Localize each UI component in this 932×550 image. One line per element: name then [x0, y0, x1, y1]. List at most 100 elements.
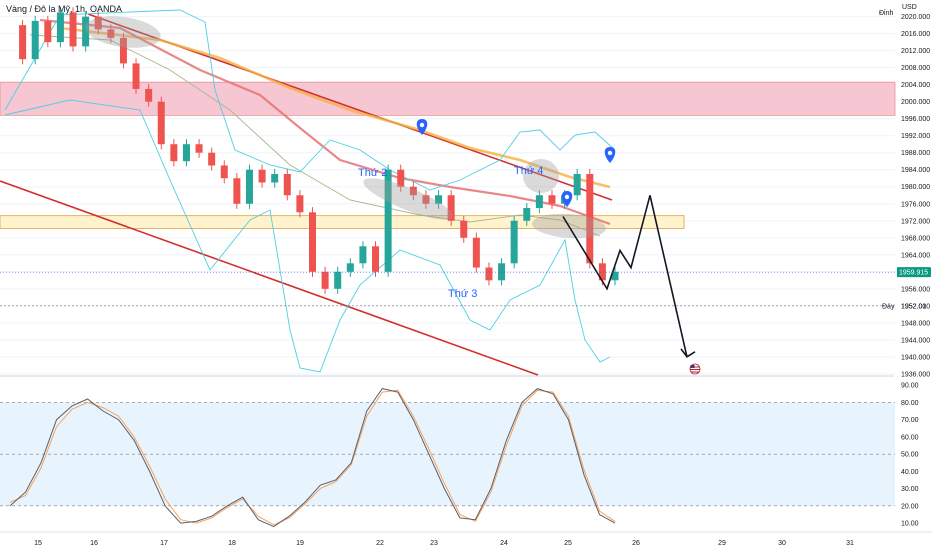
price-tick-label: 1952.000: [901, 303, 930, 310]
last-price-value: 1959.915: [899, 270, 928, 277]
price-tick-label: 1988.000: [901, 150, 930, 157]
candle: [611, 271, 619, 281]
price-tick-label: 2012.000: [901, 48, 930, 55]
channel-lower-line: [0, 180, 539, 376]
price-tick-label: 1984.000: [901, 167, 930, 174]
indicator-overlays: [0, 9, 616, 376]
oscillator-tick-label: 10.00: [901, 521, 919, 528]
map-pin-markers: [416, 119, 616, 207]
moving-average-50: [29, 34, 601, 237]
oscillator-tick-label: 70.00: [901, 417, 919, 424]
candle: [535, 195, 543, 209]
highlight-ellipse: [85, 16, 161, 48]
candle: [195, 144, 203, 153]
price-tick-label: 2020.000: [901, 14, 930, 21]
price-tick-label: 1992.000: [901, 133, 930, 140]
candle: [472, 237, 480, 268]
arrow-head-icon: [680, 348, 696, 358]
candles: [19, 7, 619, 294]
price-axis[interactable]: 2020.000 2016.000 2012.000 2008.000 2004.000…: [901, 14, 930, 378]
projected-path: [562, 195, 688, 358]
candle: [44, 20, 52, 43]
candle: [258, 169, 266, 183]
candle: [409, 186, 417, 196]
candle: [346, 263, 354, 272]
day-low-value: 1952.01: [901, 303, 926, 310]
candle: [145, 88, 153, 102]
oscillator-tick-label: 20.00: [901, 503, 919, 510]
candle: [19, 25, 27, 60]
price-tick-label: 1936.000: [901, 371, 930, 378]
oscillator-tick-label: 40.00: [901, 469, 919, 476]
candle: [157, 101, 165, 145]
map-pin-dot: [419, 122, 425, 128]
annotation-thu-4: Thứ 4: [514, 165, 543, 177]
candle: [296, 195, 304, 213]
candle: [132, 63, 140, 89]
candle: [82, 16, 90, 47]
oscillator-tick-label: 80.00: [901, 400, 919, 407]
highlight-ellipse: [523, 159, 559, 193]
time-tick-label: 19: [296, 540, 304, 547]
highlight-ellipse: [363, 178, 453, 220]
price-tick-label: 2016.000: [901, 31, 930, 38]
candle: [283, 173, 291, 196]
candle: [397, 169, 405, 187]
bollinger-lower-band: [4, 99, 611, 373]
oscillator-tick-label: 90.00: [901, 383, 919, 390]
price-tick-label: 1940.000: [901, 354, 930, 361]
candle: [334, 271, 342, 289]
moving-average-100: [39, 18, 611, 226]
candle: [598, 263, 606, 281]
price-tick-label: 1980.000: [901, 184, 930, 191]
candle: [245, 169, 253, 204]
candle: [359, 246, 367, 264]
oscillator-grid: [0, 402, 895, 507]
candle: [220, 165, 228, 179]
time-tick-label: 26: [632, 540, 640, 547]
candle: [485, 267, 493, 281]
time-tick-label: 29: [718, 540, 726, 547]
time-tick-label: 24: [500, 540, 508, 547]
candle: [309, 212, 316, 272]
candle: [56, 12, 64, 43]
price-tick-label: 1944.000: [901, 337, 930, 344]
map-pin-dot: [564, 194, 570, 200]
price-tick-label: 1968.000: [901, 235, 930, 242]
time-tick-label: 17: [160, 540, 168, 547]
time-tick-label: 16: [90, 540, 98, 547]
candle: [119, 37, 127, 64]
price-tick-label: 1996.000: [901, 116, 930, 123]
candle: [498, 263, 506, 281]
candle: [548, 195, 556, 204]
price-tick-label: 1956.000: [901, 286, 930, 293]
time-tick-label: 22: [376, 540, 384, 547]
candle: [321, 271, 329, 289]
time-axis[interactable]: 15 16 17 18 19 22 23 24 25 26 29 30 31: [34, 540, 854, 547]
candle: [94, 16, 102, 30]
time-tick-label: 25: [564, 540, 572, 547]
oscillator-tick-label: 30.00: [901, 486, 919, 493]
price-tick-label: 2008.000: [901, 65, 930, 72]
candle: [422, 195, 430, 204]
candle: [182, 144, 190, 162]
candle: [271, 173, 279, 183]
time-tick-label: 23: [430, 540, 438, 547]
candle: [107, 29, 115, 38]
time-tick-label: 30: [778, 540, 786, 547]
oscillator-k-line: [9, 388, 616, 528]
us-flag-icon[interactable]: [689, 363, 701, 375]
oscillator-axis: 90.00 80.00 70.00 60.00 50.00 40.00 30.00 20.00…: [901, 383, 919, 528]
price-tick-label: 1972.000: [901, 218, 930, 225]
oscillator-d-line: [9, 389, 616, 526]
candle: [586, 173, 594, 264]
candle: [510, 220, 518, 264]
price-tick-label: 2004.000: [901, 82, 930, 89]
time-tick-label: 31: [846, 540, 854, 547]
moving-average-200: [59, 26, 611, 189]
day-low-label: Đáy: [882, 303, 895, 310]
candle: [523, 208, 531, 221]
annotation-thu-3: Thứ 3: [448, 288, 477, 300]
price-tick-label: 1948.000: [901, 320, 930, 327]
